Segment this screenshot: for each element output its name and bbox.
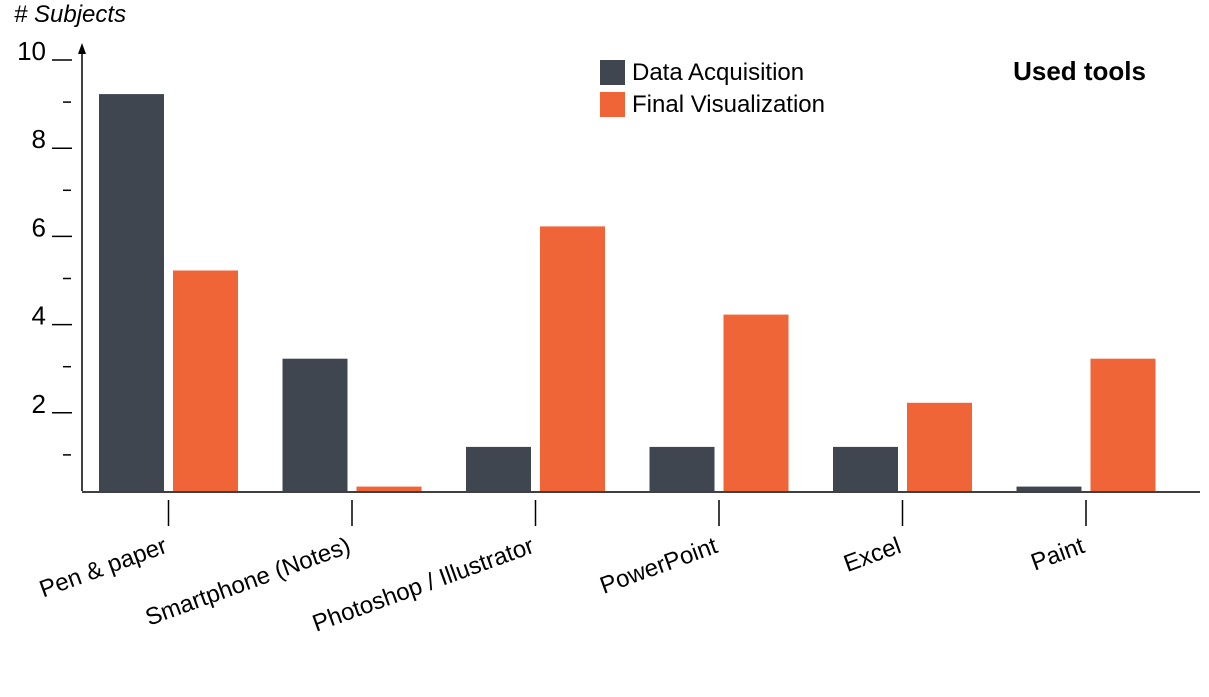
bars	[99, 94, 1156, 491]
legend-label: Final Visualization	[632, 91, 825, 118]
bar	[723, 314, 789, 491]
bar	[356, 486, 422, 491]
bar	[466, 446, 531, 491]
x-tick-label: PowerPoint	[596, 532, 721, 599]
y-tick-label: 2	[32, 389, 46, 419]
legend: Data Acquisition Final Visualization	[600, 59, 825, 118]
axes: 2 4 6 8 10	[17, 36, 1200, 493]
bar	[907, 402, 972, 491]
bar	[540, 226, 605, 491]
bar	[833, 446, 898, 491]
x-tick-label: Paint	[1027, 532, 1088, 576]
bar	[173, 270, 238, 491]
y-tick-label: 8	[32, 124, 46, 154]
bar	[1016, 486, 1082, 491]
y-tick-label: 6	[32, 212, 46, 242]
y-axis-arrow	[78, 43, 86, 54]
x-tick-label: Excel	[840, 532, 904, 577]
legend-label: Data Acquisition	[632, 59, 804, 86]
legend-swatch	[600, 92, 625, 117]
y-tick-label: 4	[32, 301, 46, 331]
bar	[99, 94, 164, 491]
legend-swatch	[600, 60, 625, 85]
chart-title: Used tools	[1013, 56, 1146, 86]
y-axis-label: # Subjects	[14, 1, 126, 28]
bar	[649, 446, 715, 491]
bar	[282, 358, 348, 491]
bar	[1090, 358, 1156, 491]
y-tick-label: 10	[17, 36, 46, 66]
x-tick-label: Pen & paper	[36, 532, 171, 603]
